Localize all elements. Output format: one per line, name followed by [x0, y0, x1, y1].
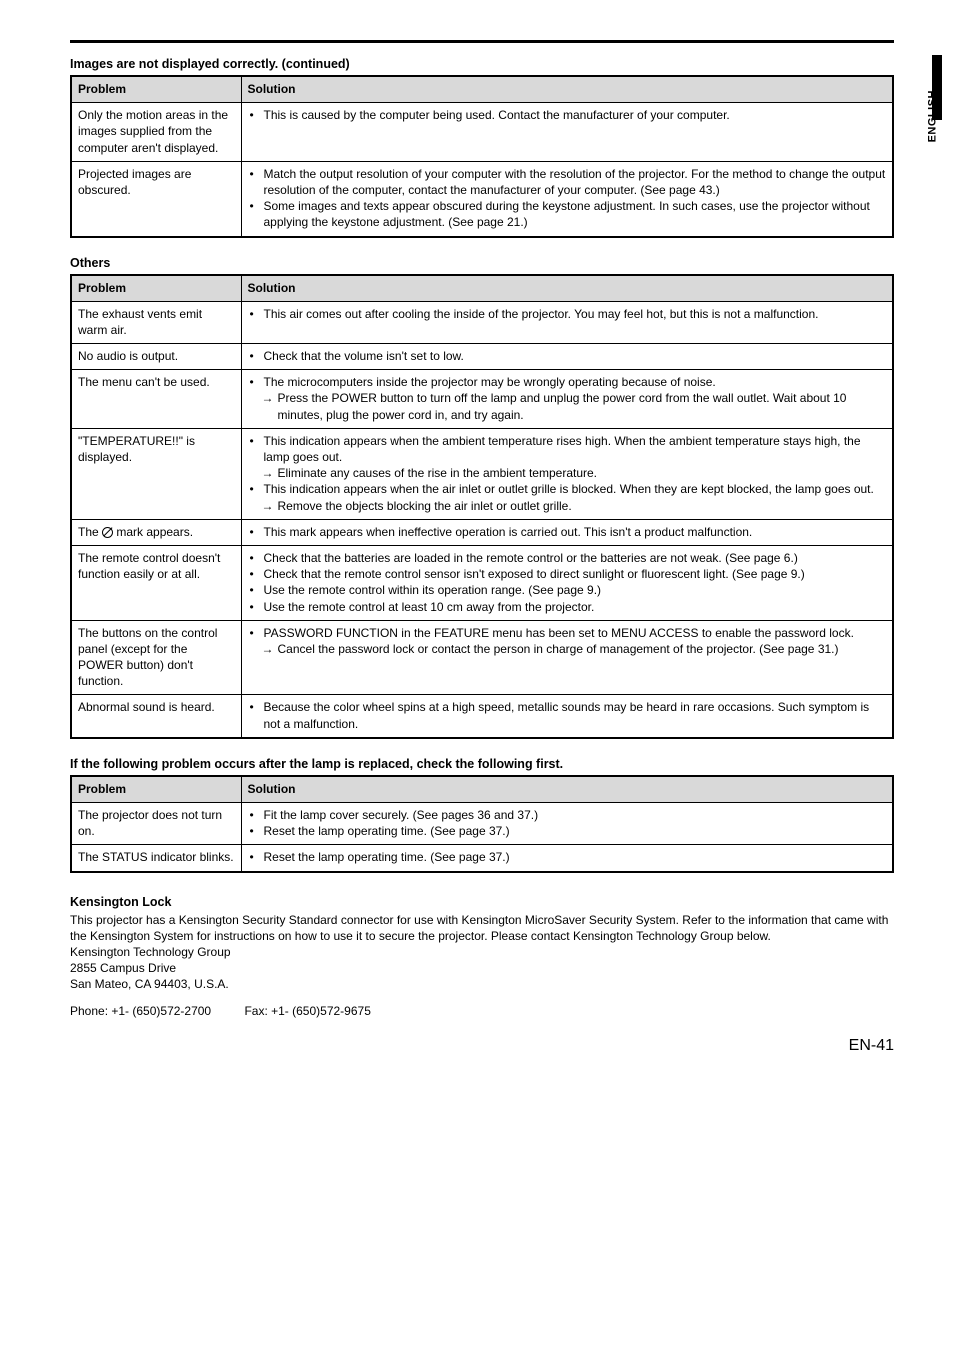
- page-number: EN-41: [70, 1037, 894, 1055]
- solution-cell: Fit the lamp cover securely. (See pages …: [241, 803, 893, 845]
- solution-item: This indication appears when the air inl…: [248, 481, 887, 497]
- table-row: The mark appears. This mark appears when…: [71, 519, 893, 545]
- col-header-problem: Problem: [71, 76, 241, 103]
- col-header-solution: Solution: [241, 76, 893, 103]
- section-heading-images: Images are not displayed correctly. (con…: [70, 57, 894, 71]
- table-row: The projector does not turn on. Fit the …: [71, 803, 893, 845]
- problem-cell: Only the motion areas in the images supp…: [71, 103, 241, 162]
- solution-cell: Check that the batteries are loaded in t…: [241, 545, 893, 620]
- top-rule: [70, 40, 894, 43]
- solution-arrow: Press the POWER button to turn off the l…: [248, 390, 887, 422]
- kensington-contact: Phone: +1- (650)572-2700 Fax: +1- (650)5…: [70, 1003, 894, 1019]
- table-row: Only the motion areas in the images supp…: [71, 103, 893, 162]
- solution-arrow: Cancel the password lock or contact the …: [248, 641, 887, 657]
- problem-cell: The projector does not turn on.: [71, 803, 241, 845]
- solution-cell: This mark appears when ineffective opera…: [241, 519, 893, 545]
- table-row: Abnormal sound is heard. Because the col…: [71, 695, 893, 738]
- table-row: "TEMPERATURE!!" is displayed. This indic…: [71, 428, 893, 519]
- solution-item: This mark appears when ineffective opera…: [248, 524, 887, 540]
- solution-item: This indication appears when the ambient…: [248, 433, 887, 465]
- problem-cell: The exhaust vents emit warm air.: [71, 301, 241, 343]
- table-row: The exhaust vents emit warm air. This ai…: [71, 301, 893, 343]
- solution-cell: Match the output resolution of your comp…: [241, 161, 893, 236]
- solution-item: Use the remote control at least 10 cm aw…: [248, 599, 887, 615]
- solution-item: The microcomputers inside the projector …: [248, 374, 887, 390]
- section-heading-others: Others: [70, 256, 894, 270]
- table-images-not-displayed: Problem Solution Only the motion areas i…: [70, 75, 894, 238]
- section-heading-lamp: If the following problem occurs after th…: [70, 757, 894, 771]
- prohibit-icon: [102, 527, 113, 538]
- problem-cell: No audio is output.: [71, 344, 241, 370]
- solution-item: PASSWORD FUNCTION in the FEATURE menu ha…: [248, 625, 887, 641]
- kensington-addr1: Kensington Technology Group: [70, 944, 894, 960]
- solution-cell: PASSWORD FUNCTION in the FEATURE menu ha…: [241, 620, 893, 695]
- table-row: The remote control doesn't function easi…: [71, 545, 893, 620]
- solution-cell: This is caused by the computer being use…: [241, 103, 893, 162]
- solution-cell: The microcomputers inside the projector …: [241, 370, 893, 429]
- table-row: No audio is output. Check that the volum…: [71, 344, 893, 370]
- col-header-solution: Solution: [241, 776, 893, 803]
- solution-cell: This air comes out after cooling the ins…: [241, 301, 893, 343]
- problem-cell: The remote control doesn't function easi…: [71, 545, 241, 620]
- solution-arrow: Remove the objects blocking the air inle…: [248, 498, 887, 514]
- solution-item: Use the remote control within its operat…: [248, 582, 887, 598]
- solution-item: Reset the lamp operating time. (See page…: [248, 849, 887, 865]
- kensington-body: This projector has a Kensington Security…: [70, 912, 894, 944]
- problem-cell: Projected images are obscured.: [71, 161, 241, 236]
- kensington-phone: Phone: +1- (650)572-2700: [70, 1004, 211, 1018]
- problem-cell: Abnormal sound is heard.: [71, 695, 241, 738]
- language-label: ENGLISH: [926, 90, 938, 142]
- kensington-fax: Fax: +1- (650)572-9675: [244, 1004, 370, 1018]
- problem-prefix: The: [78, 525, 102, 539]
- col-header-problem: Problem: [71, 275, 241, 302]
- solution-arrow: Eliminate any causes of the rise in the …: [248, 465, 887, 481]
- solution-item: Some images and texts appear obscured du…: [248, 198, 887, 230]
- problem-cell: The STATUS indicator blinks.: [71, 845, 241, 872]
- solution-item: Check that the remote control sensor isn…: [248, 566, 887, 582]
- solution-item: This air comes out after cooling the ins…: [248, 306, 887, 322]
- problem-cell: The mark appears.: [71, 519, 241, 545]
- solution-cell: Reset the lamp operating time. (See page…: [241, 845, 893, 872]
- kensington-addr3: San Mateo, CA 94403, U.S.A.: [70, 976, 894, 992]
- table-lamp-replaced: Problem Solution The projector does not …: [70, 775, 894, 873]
- table-row: The STATUS indicator blinks. Reset the l…: [71, 845, 893, 872]
- col-header-solution: Solution: [241, 275, 893, 302]
- solution-cell: Check that the volume isn't set to low.: [241, 344, 893, 370]
- problem-cell: The buttons on the control panel (except…: [71, 620, 241, 695]
- col-header-problem: Problem: [71, 776, 241, 803]
- solution-item: Because the color wheel spins at a high …: [248, 699, 887, 731]
- solution-cell: Because the color wheel spins at a high …: [241, 695, 893, 738]
- problem-cell: The menu can't be used.: [71, 370, 241, 429]
- solution-item: Check that the batteries are loaded in t…: [248, 550, 887, 566]
- problem-cell: "TEMPERATURE!!" is displayed.: [71, 428, 241, 519]
- problem-suffix: mark appears.: [113, 525, 193, 539]
- table-row: Projected images are obscured. Match the…: [71, 161, 893, 236]
- kensington-heading: Kensington Lock: [70, 895, 894, 909]
- solution-item: This is caused by the computer being use…: [248, 107, 887, 123]
- solution-item: Check that the volume isn't set to low.: [248, 348, 887, 364]
- table-others: Problem Solution The exhaust vents emit …: [70, 274, 894, 739]
- solution-cell: This indication appears when the ambient…: [241, 428, 893, 519]
- table-row: The buttons on the control panel (except…: [71, 620, 893, 695]
- table-row: The menu can't be used. The microcompute…: [71, 370, 893, 429]
- solution-item: Fit the lamp cover securely. (See pages …: [248, 807, 887, 823]
- solution-item: Match the output resolution of your comp…: [248, 166, 887, 198]
- solution-item: Reset the lamp operating time. (See page…: [248, 823, 887, 839]
- kensington-addr2: 2855 Campus Drive: [70, 960, 894, 976]
